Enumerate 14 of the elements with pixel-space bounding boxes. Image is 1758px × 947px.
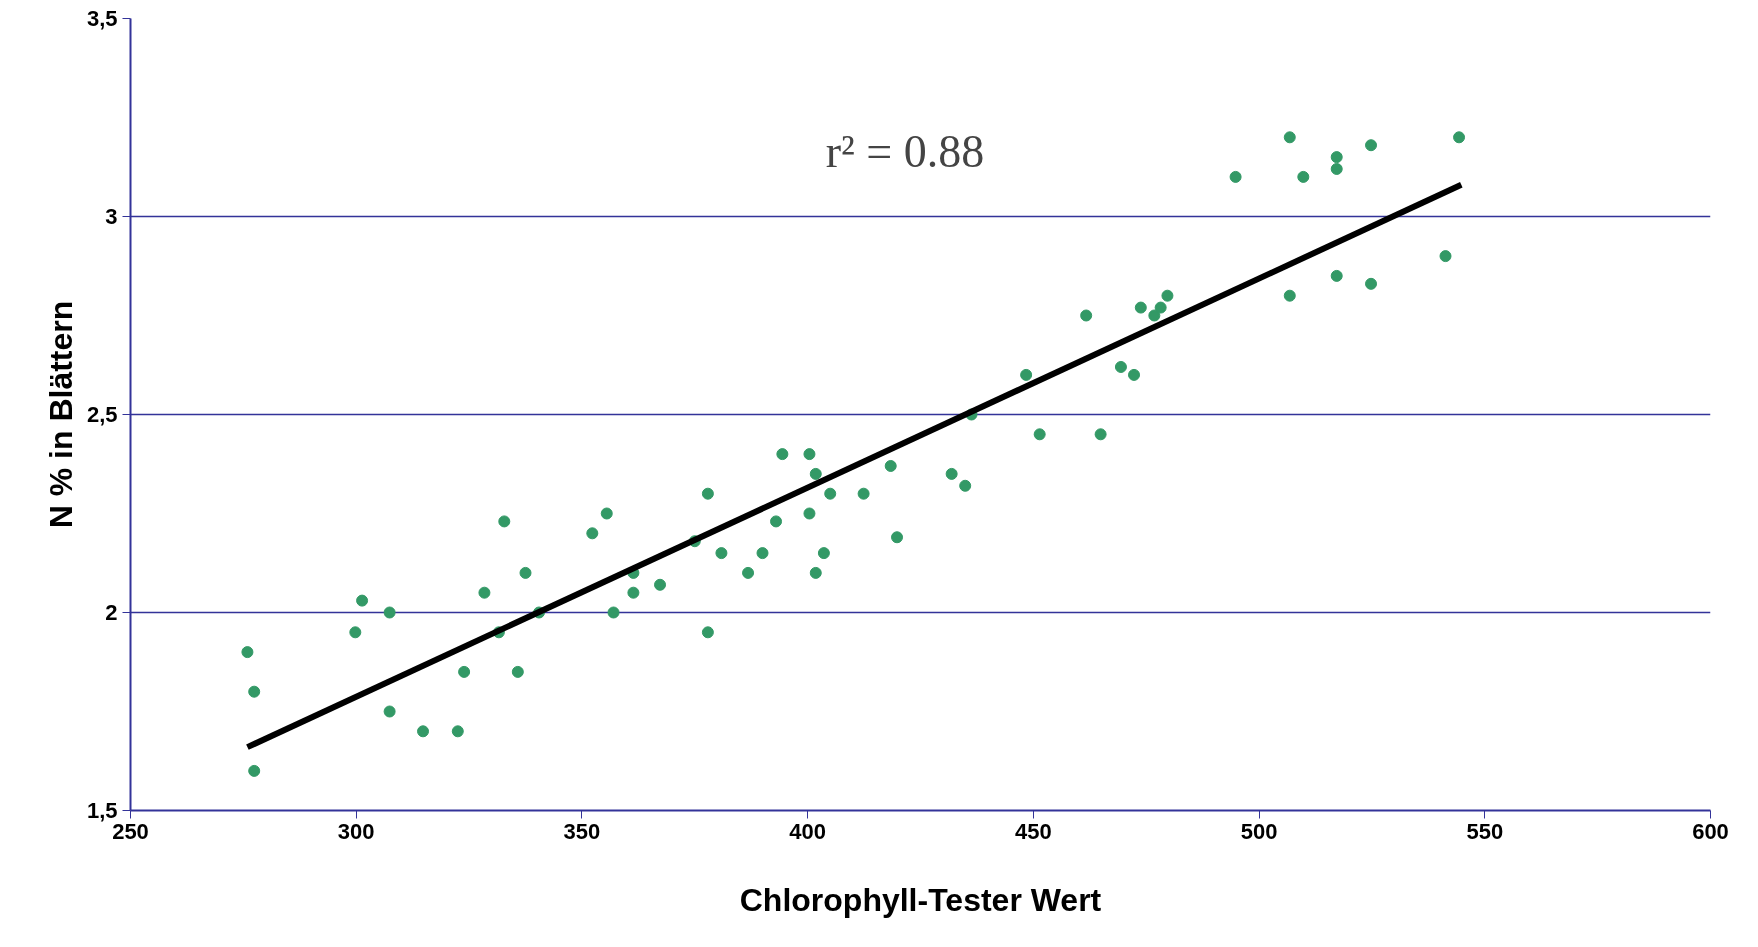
x-axis-title: Chlorophyll-Tester Wert bbox=[739, 881, 1102, 918]
x-tick-label: 450 bbox=[1015, 818, 1052, 844]
y-axis-title: N % in Blättern bbox=[42, 300, 79, 529]
x-tick-label: 550 bbox=[1466, 818, 1504, 844]
x-tick-label: 300 bbox=[337, 818, 375, 844]
x-tick-label: 350 bbox=[563, 818, 601, 844]
x-tick-label: 400 bbox=[789, 818, 827, 844]
annotation: r² = 0.88 bbox=[825, 125, 985, 177]
x-tick-label: 600 bbox=[1692, 818, 1729, 844]
y-tick-label: 2 bbox=[105, 600, 118, 625]
y-tick-label: 3,5 bbox=[86, 6, 118, 31]
y-tick-label: 3 bbox=[105, 204, 118, 229]
y-tick-label: 2,5 bbox=[86, 402, 118, 427]
x-tick-label: 500 bbox=[1240, 818, 1278, 844]
